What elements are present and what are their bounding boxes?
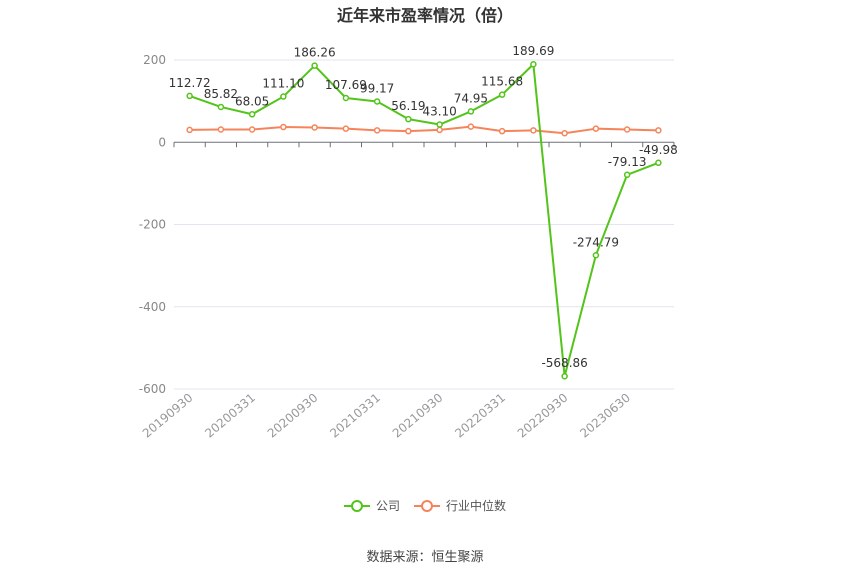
y-tick-label: -600 (139, 382, 166, 396)
legend-item-industry-median[interactable]: 行业中位数 (414, 497, 506, 514)
industry-data-point (561, 129, 568, 137)
industry-data-point (467, 123, 475, 130)
industry-data-point (436, 126, 443, 134)
company-data-point (280, 93, 287, 100)
industry-data-point (592, 125, 600, 132)
x-tick-label: 20190930 (140, 391, 196, 441)
company-data-point (373, 98, 381, 105)
company-data-point (592, 252, 600, 259)
company-data-label: -49.98 (639, 143, 678, 157)
company-data-label: -79.13 (608, 155, 647, 169)
industry-data-point (530, 127, 537, 134)
y-tick-label: -200 (139, 218, 166, 232)
company-data-label: 85.82 (204, 87, 238, 101)
data-source-note: 数据来源：恒生聚源 (366, 550, 484, 565)
legend-item-company[interactable]: 公司 (343, 497, 400, 514)
x-tick-label: 20220331 (452, 391, 508, 441)
company-data-label: 186.26 (294, 46, 336, 60)
x-tick-label: 20200930 (265, 391, 321, 441)
legend-company-label: 公司 (375, 499, 400, 513)
industry-data-point (217, 126, 225, 133)
company-data-point (311, 62, 318, 69)
company-data-label: 99.17 (360, 81, 394, 95)
industry-median-series-line (189, 125, 659, 135)
industry-data-point (186, 126, 193, 134)
y-tick-label: -400 (139, 300, 166, 314)
company-data-point (530, 60, 537, 68)
y-tick-label: 200 (143, 53, 166, 67)
company-series-line (189, 63, 659, 378)
company-data-label: 107.69 (325, 78, 367, 92)
industry-data-point (311, 124, 318, 131)
x-tick-label: 20220930 (515, 391, 571, 441)
industry-data-point (280, 123, 287, 131)
industry-data-point (655, 127, 662, 134)
y-tick-label: 0 (158, 135, 166, 149)
company-data-label: 74.95 (454, 91, 488, 105)
company-data-label: 68.05 (235, 94, 269, 108)
chart-legend: 公司 行业中位数 (0, 497, 850, 514)
company-data-point (561, 372, 568, 380)
x-tick-label: 20230630 (577, 391, 633, 441)
industry-data-point (373, 127, 381, 134)
company-data-point (655, 159, 662, 167)
industry-data-point (405, 127, 412, 135)
company-data-label: 111.10 (262, 77, 304, 91)
company-data-point (342, 94, 350, 102)
industry-data-point (342, 125, 350, 132)
industry-data-point (248, 126, 256, 133)
company-data-point (217, 103, 225, 111)
company-data-point (498, 91, 506, 98)
x-tick-label: 20200331 (202, 391, 258, 441)
industry-data-point (498, 127, 506, 135)
chart-title: 近年来市盈率情况（倍） (336, 6, 513, 25)
industry-data-point (623, 126, 631, 133)
legend-industry-marker-icon (414, 499, 440, 512)
company-data-point (467, 108, 475, 115)
company-data-point (186, 92, 193, 100)
company-data-label: 115.68 (481, 75, 523, 89)
company-data-label: 189.69 (512, 44, 554, 58)
x-tick-label: 20210331 (327, 391, 383, 441)
company-data-point (248, 111, 256, 118)
x-tick-label: 20210930 (390, 391, 446, 441)
company-data-point (405, 115, 412, 123)
company-data-label: -568.86 (541, 356, 587, 370)
company-data-label: 43.10 (422, 105, 456, 119)
company-data-point (436, 121, 443, 128)
legend-industry-label: 行业中位数 (446, 499, 507, 513)
company-data-label: -274.79 (573, 235, 619, 249)
company-data-point (623, 171, 631, 179)
legend-company-marker-icon (343, 499, 370, 512)
company-data-label: 112.72 (169, 76, 211, 90)
company-data-label: 56.19 (391, 99, 425, 113)
